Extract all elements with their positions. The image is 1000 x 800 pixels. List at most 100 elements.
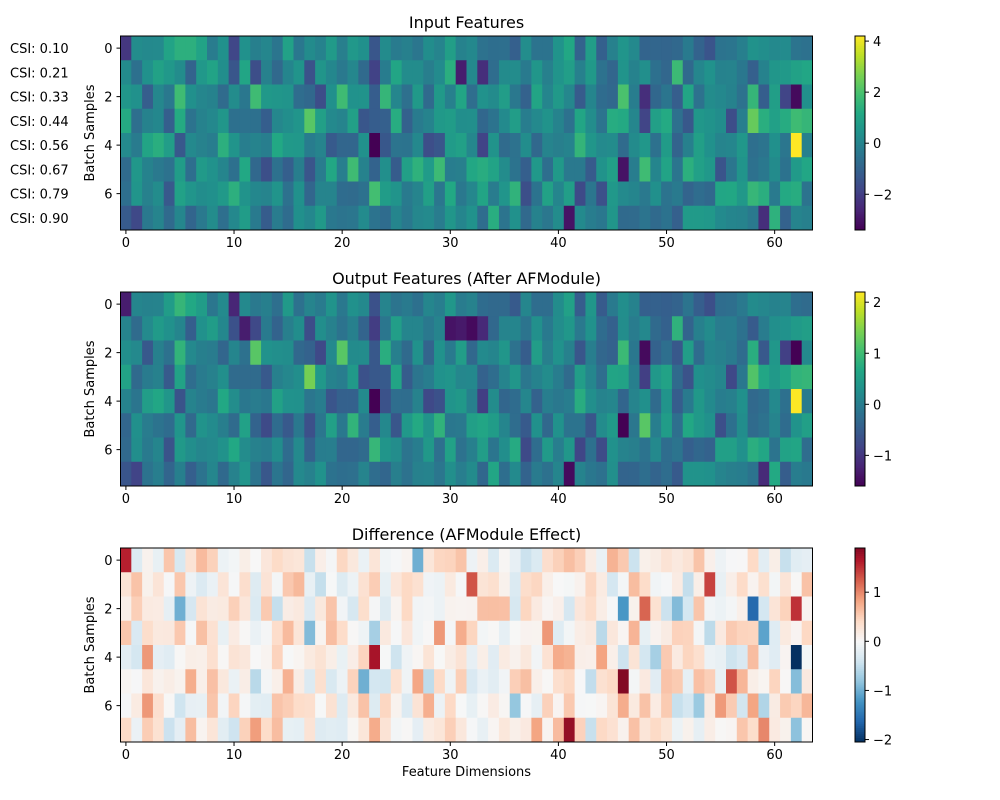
colorbar-segment	[855, 397, 865, 400]
heatmap-cell	[682, 461, 694, 487]
heatmap-cell	[726, 437, 738, 463]
heatmap-cell	[758, 717, 770, 743]
heatmap-cell	[671, 596, 684, 622]
heatmap-cell	[477, 364, 489, 390]
colorbar-segment	[855, 697, 865, 700]
heatmap-cell	[596, 205, 608, 231]
colorbar-segment	[855, 721, 865, 725]
heatmap-cell	[585, 620, 597, 646]
colorbar-segment	[855, 685, 865, 688]
colorbar-segment	[855, 550, 865, 553]
heatmap-cell	[207, 292, 219, 317]
heatmap-cell	[261, 389, 273, 414]
heatmap-cell	[347, 316, 359, 341]
heatmap-cell	[498, 437, 511, 463]
heatmap-cell	[239, 108, 251, 134]
heatmap-cell	[769, 364, 781, 390]
colorbar-segment	[855, 370, 865, 374]
heatmap-cell	[444, 413, 457, 438]
heatmap-cell	[401, 669, 413, 694]
heatmap-cell	[358, 364, 370, 390]
heatmap-cell	[726, 596, 738, 622]
heatmap-cell	[239, 316, 251, 341]
heatmap-cell	[347, 620, 359, 646]
heatmap-cell	[434, 620, 446, 646]
heatmap-cell	[380, 693, 392, 719]
heatmap-cell	[163, 108, 175, 134]
heatmap-cell	[596, 645, 608, 670]
heatmap-cell	[390, 133, 403, 158]
colorbar-segment	[855, 479, 865, 483]
colorbar-segment	[855, 213, 865, 217]
heatmap-cell	[261, 316, 273, 341]
heatmap-cell	[455, 340, 467, 366]
heatmap-cell	[563, 620, 576, 646]
heatmap-cell	[336, 461, 348, 487]
heatmap-cell	[574, 364, 586, 390]
heatmap-cell	[304, 133, 316, 158]
heatmap-cell	[325, 717, 338, 743]
colorbar-segment	[855, 683, 865, 686]
heatmap-cell	[693, 181, 705, 207]
heatmap-cell	[336, 157, 348, 182]
heatmap-cell	[282, 389, 294, 414]
heatmap-cell	[304, 340, 316, 366]
heatmap-cell	[574, 340, 586, 366]
heatmap-cell	[217, 389, 230, 414]
heatmap-cell	[412, 157, 424, 182]
heatmap-cell	[531, 157, 543, 182]
colorbar-segment	[855, 429, 865, 432]
heatmap-cell	[563, 717, 576, 743]
heatmap-cell	[769, 133, 781, 158]
heatmap-cell	[131, 596, 143, 622]
heatmap-cell	[304, 389, 316, 414]
heatmap-cell	[639, 572, 651, 597]
heatmap-cell	[444, 340, 457, 366]
heatmap-cell	[347, 389, 359, 414]
heatmap-cell	[682, 340, 694, 366]
heatmap-cell	[120, 157, 132, 182]
heatmap-cell	[671, 60, 684, 85]
heatmap-cell	[401, 316, 413, 341]
heatmap-cell	[801, 157, 813, 182]
colorbar-segment	[855, 203, 865, 207]
heatmap-cell	[358, 693, 370, 719]
heatmap-cell	[207, 157, 219, 182]
heatmap-cell	[553, 389, 565, 414]
heatmap-cell	[466, 717, 478, 743]
heatmap-cell	[617, 133, 630, 158]
heatmap-cell	[520, 340, 532, 366]
heatmap-cell	[585, 389, 597, 414]
heatmap-cell	[682, 84, 694, 110]
colorbar-segment	[855, 104, 865, 108]
heatmap-cell	[142, 596, 154, 622]
heatmap-cell	[704, 108, 716, 134]
y-tick-label: 4	[104, 395, 112, 410]
heatmap-cell	[509, 108, 521, 134]
heatmap-cell	[726, 108, 738, 134]
heatmap-cell	[217, 108, 230, 134]
heatmap-cell	[769, 60, 781, 85]
heatmap-cell	[715, 292, 727, 317]
heatmap-cell	[304, 572, 316, 597]
heatmap-cell	[790, 108, 803, 134]
heatmap-cell	[650, 548, 662, 573]
colorbar-segment	[855, 58, 865, 61]
colorbar-segment	[855, 608, 865, 612]
heatmap-cell	[315, 60, 327, 85]
heatmap-cell	[715, 717, 727, 743]
heatmap-cell	[509, 461, 521, 487]
colorbar-segment	[855, 334, 865, 337]
y-tick-label: 2	[104, 347, 112, 362]
heatmap-cell	[315, 84, 327, 110]
heatmap-cell	[163, 364, 175, 390]
heatmap-cell	[185, 181, 197, 207]
heatmap-cell	[271, 364, 284, 390]
heatmap-cell	[520, 389, 532, 414]
heatmap-cell	[531, 693, 543, 719]
heatmap-cell	[509, 693, 521, 719]
heatmap-cell	[585, 292, 597, 317]
heatmap-cell	[434, 717, 446, 743]
heatmap-cell	[207, 205, 219, 231]
heatmap-cell	[380, 645, 392, 670]
